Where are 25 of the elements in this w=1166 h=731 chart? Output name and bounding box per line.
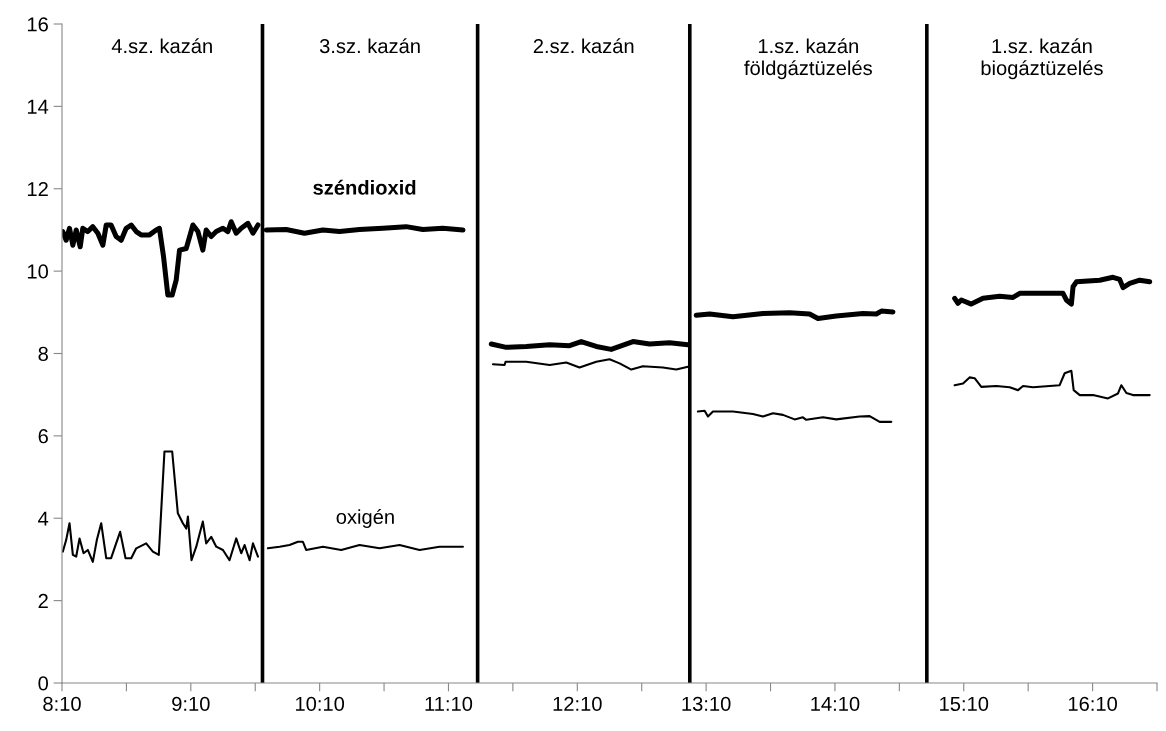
- y-tick-label: 6: [38, 429, 48, 444]
- series-label: oxigén: [336, 509, 394, 529]
- x-tick-label: 12:10: [553, 696, 602, 711]
- y-tick-label: 8: [38, 346, 48, 361]
- x-tick-label: 11:10: [425, 696, 473, 711]
- annotation: 1.sz. kazán biogáztüzelés: [981, 38, 1103, 80]
- x-tick-label: 15:10: [940, 696, 989, 711]
- y-tick-label: 10: [27, 264, 49, 279]
- annotation: 1.sz. kazán földgáztüzelés: [744, 38, 872, 80]
- annotation: 3.sz. kazán: [319, 38, 420, 54]
- y-tick-label: 2: [38, 593, 48, 608]
- x-tick-label: 13:10: [682, 696, 731, 711]
- annotation: 4.sz. kazán: [111, 38, 212, 54]
- x-tick-label: 14:10: [811, 696, 860, 711]
- x-tick-label: 8:10: [43, 696, 81, 711]
- annotation: 2.sz. kazán: [533, 38, 634, 54]
- series-label: széndioxid: [313, 179, 416, 195]
- x-tick-label: 16:10: [1068, 696, 1117, 711]
- y-tick-label: 14: [27, 99, 49, 114]
- y-tick-label: 16: [27, 17, 48, 32]
- y-tick-label: 12: [27, 181, 48, 197]
- y-tick-label: 4: [38, 511, 49, 526]
- x-tick-label: 10:10: [295, 696, 345, 711]
- x-tick-label: 9:10: [172, 696, 210, 711]
- y-tick-label: 0: [38, 676, 49, 691]
